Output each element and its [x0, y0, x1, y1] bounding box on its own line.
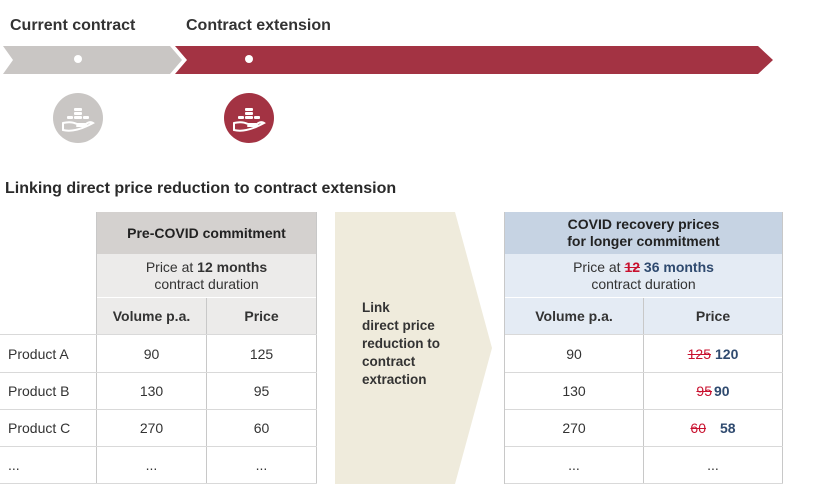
new-duration: 36 months [643, 258, 714, 275]
current-contract-marker [74, 55, 82, 63]
link-arrow [335, 212, 492, 484]
grid-line [643, 298, 644, 484]
recovery-price-cell: 125 120 [644, 335, 782, 372]
row-label: ... [0, 447, 96, 483]
grid-line [316, 212, 317, 484]
grid-line [505, 483, 783, 484]
recovery-subtitle: Price at 12 36 months contract duration [505, 254, 782, 297]
grid-line [0, 409, 317, 410]
pre-covid-duration: 12 months [197, 258, 268, 275]
link-arrow-text: Link direct price reduction to contract … [362, 300, 440, 387]
pre-covid-price-cell: 95 [207, 373, 316, 409]
new-price: 90 [714, 383, 730, 399]
recovery-volume-cell: 90 [505, 335, 643, 372]
grid-line [505, 334, 783, 335]
old-price: 95 [696, 383, 712, 399]
grid-line [0, 372, 317, 373]
pre-covid-price-cell: ... [207, 447, 316, 483]
recovery-price-header: Price [644, 298, 782, 334]
pre-covid-subtitle: Price at 12 months contract duration [97, 254, 316, 297]
row-label: Product A [0, 335, 96, 372]
pre-covid-volume-cell: ... [97, 447, 206, 483]
pre-covid-volume-cell: 90 [97, 335, 206, 372]
pre-covid-title: Pre-COVID commitment [97, 212, 316, 254]
grid-line [96, 212, 97, 484]
recovery-volume-cell: 130 [505, 373, 643, 409]
recovery-volume-cell: 270 [505, 410, 643, 446]
grid-line [504, 212, 505, 484]
pre-covid-volume-cell: 130 [97, 373, 206, 409]
contract-extension-label: Contract extension [186, 17, 331, 34]
recovery-title: COVID recovery prices for longer commitm… [505, 212, 782, 254]
row-label: Product C [0, 410, 96, 446]
pre-covid-price-header: Price [207, 298, 316, 334]
grid-line [206, 298, 207, 484]
coins-hand-icon [224, 93, 274, 143]
old-price: 125 [687, 345, 711, 362]
pre-covid-volume-header: Volume p.a. [97, 298, 206, 334]
grid-line [505, 372, 783, 373]
recovery-price-cell: ... [644, 447, 782, 483]
timeline-arrow [3, 46, 773, 74]
current-contract-label: Current contract [10, 17, 136, 34]
recovery-price-cell: 95 90 [644, 373, 782, 409]
pre-covid-price-cell: 60 [207, 410, 316, 446]
new-price: ... [707, 457, 719, 473]
recovery-price-cell: 60 58 [644, 410, 782, 446]
pre-covid-price-cell: 125 [207, 335, 316, 372]
section-title: Linking direct price reduction to contra… [5, 180, 397, 197]
grid-line [0, 334, 317, 335]
coins-hand-icon [53, 93, 103, 143]
new-price: 120 [715, 345, 739, 362]
new-price: 58 [720, 420, 736, 436]
contract-extension-segment [175, 46, 773, 74]
grid-line [0, 446, 317, 447]
current-contract-segment [3, 46, 182, 74]
grid-line [505, 409, 783, 410]
grid-line [505, 446, 783, 447]
recovery-volume-header: Volume p.a. [505, 298, 643, 334]
grid-line [782, 212, 783, 484]
pre-covid-volume-cell: 270 [97, 410, 206, 446]
grid-line [0, 483, 317, 484]
struck-duration: 12 [624, 258, 641, 275]
recovery-volume-cell: ... [505, 447, 643, 483]
old-price: 60 [690, 420, 706, 436]
row-label: Product B [0, 373, 96, 409]
contract-extension-marker [245, 55, 253, 63]
